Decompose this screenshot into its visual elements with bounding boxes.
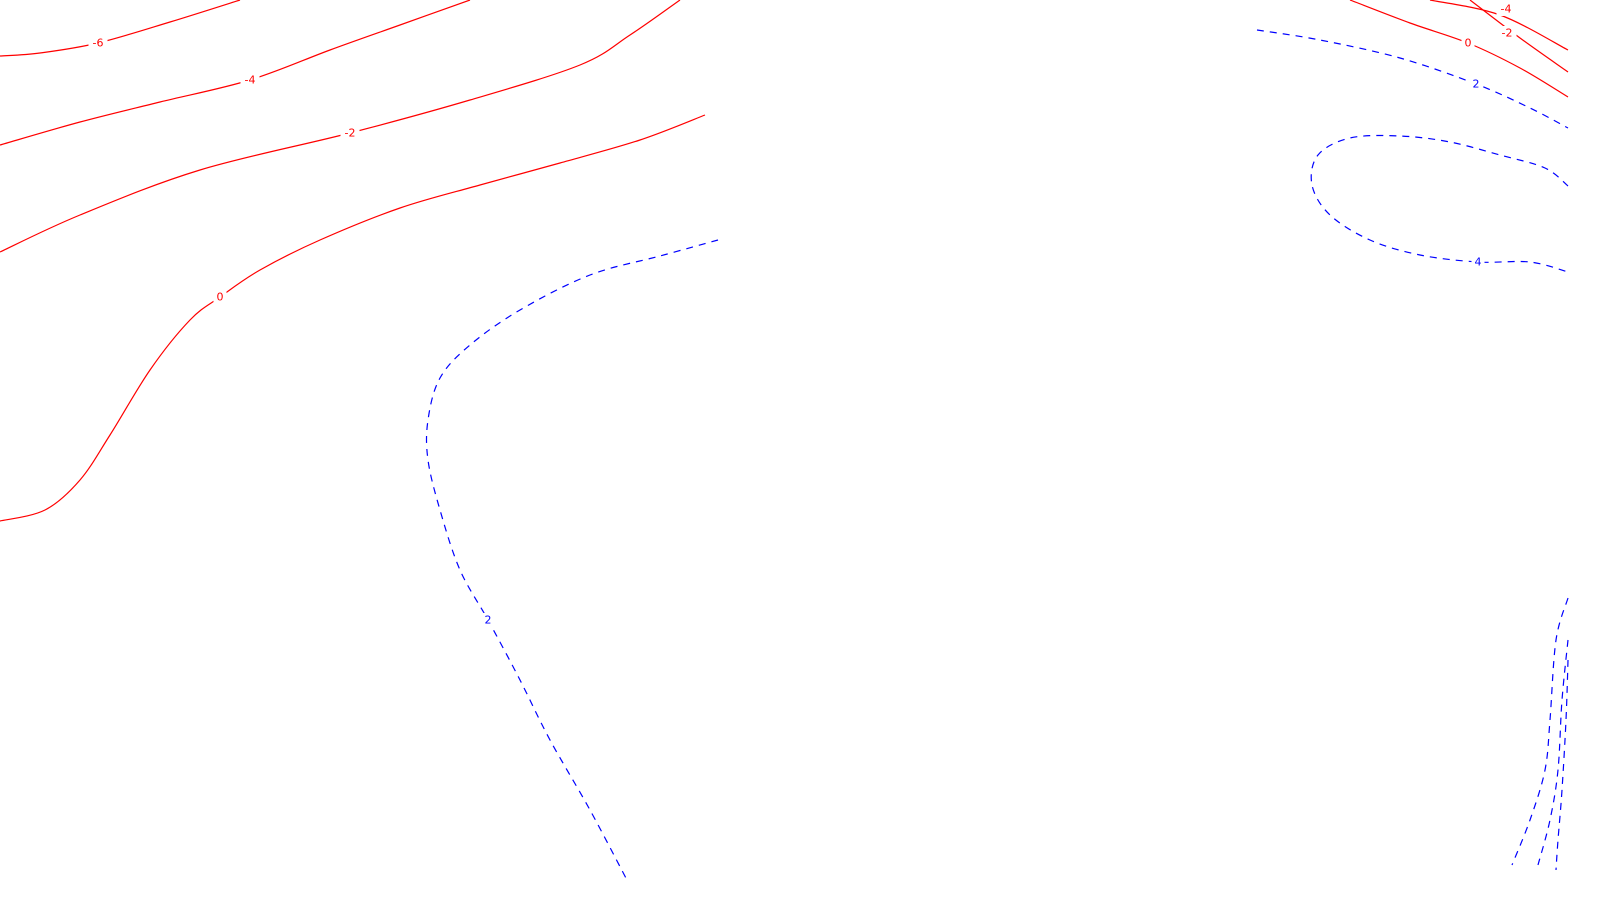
contour-line-level-neg2-2 [1469, 0, 1569, 73]
contour-label-knockout [88, 36, 108, 50]
contour-label-group-level-neg2-2-1: -2 [1497, 26, 1517, 40]
contour-label-level-neg6: -6 [93, 37, 104, 50]
contour-line-level-2-1 [425, 239, 719, 883]
contour-label-level-0: 0 [217, 291, 224, 304]
contour-line-level-4-2 [1537, 639, 1569, 866]
contour-line-level-2-2 [1256, 29, 1569, 129]
contour-line-level-6-1 [1555, 659, 1569, 871]
contour-label-knockout [1496, 2, 1516, 16]
contour-label-group-level-0-2-1: 0 [1461, 36, 1475, 50]
contour-label-knockout [1469, 77, 1483, 91]
contour-label-level-neg4: -4 [245, 74, 256, 87]
contour-label-group-level-neg6-1-1: -6 [88, 36, 108, 50]
contour-label-level-2: 2 [1473, 78, 1480, 91]
contour-label-level-neg2: -2 [345, 127, 356, 140]
contour-label-knockout [1497, 26, 1517, 40]
contour-label-knockout [481, 613, 495, 627]
contour-lines-layer [0, 0, 1569, 883]
contour-label-level-neg2: -2 [1502, 27, 1513, 40]
contour-label-group-level-2-2-1: 2 [1469, 77, 1483, 91]
contour-label-knockout [213, 290, 227, 304]
contour-label-level-4: 4 [1475, 256, 1482, 269]
contour-label-group-level-2-1-1: 2 [481, 613, 495, 627]
contour-label-knockout [1461, 36, 1475, 50]
contour-label-knockout [1471, 255, 1485, 269]
contour-label-group-level-neg4-1-1: -4 [240, 73, 260, 87]
contour-label-level-2: 2 [485, 614, 492, 627]
contour-label-level-0: 0 [1465, 37, 1472, 50]
contour-label-level-neg4: -4 [1501, 3, 1512, 16]
contour-label-knockout [240, 73, 260, 87]
contour-label-group-level-0-1-1: 0 [213, 290, 227, 304]
contour-label-group-level-4-1-1: 4 [1471, 255, 1485, 269]
contour-line-level-0-1 [0, 114, 706, 522]
contour-line-level-neg2-1 [0, 0, 681, 253]
contour-labels-layer: -6 -4 -4 -2 -2 0 0 2 2 4 [88, 2, 1517, 627]
contour-label-group-level-neg2-1-1: -2 [340, 126, 360, 140]
contour-label-group-level-neg4-2-1: -4 [1496, 2, 1516, 16]
contour-label-knockout [340, 126, 360, 140]
contour-line-level-2-3 [1511, 597, 1569, 866]
